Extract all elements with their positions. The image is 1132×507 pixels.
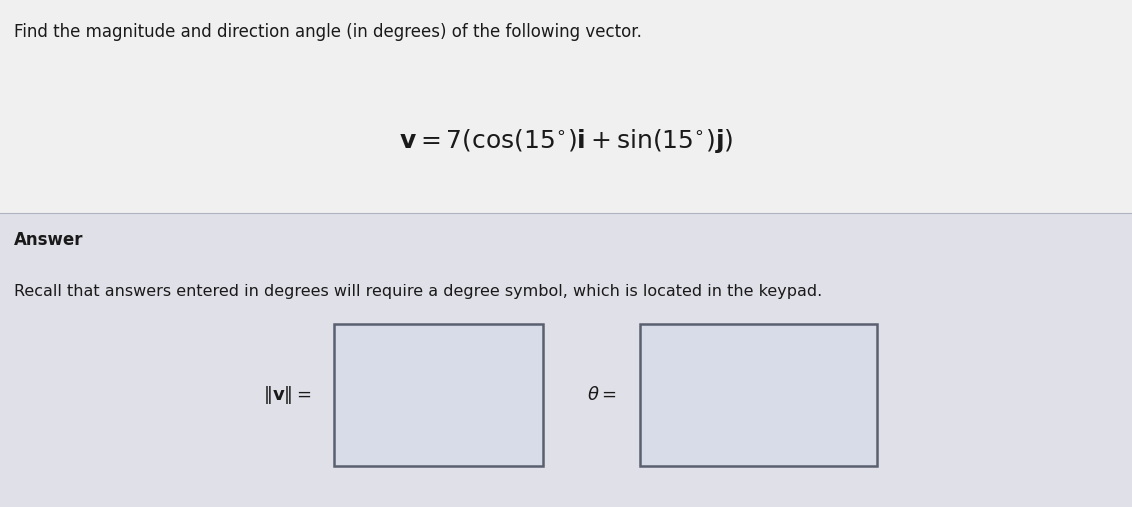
Bar: [0, 213, 1132, 507]
FancyBboxPatch shape: [640, 324, 877, 466]
FancyBboxPatch shape: [334, 324, 543, 466]
Text: Find the magnitude and direction angle (in degrees) of the following vector.: Find the magnitude and direction angle (…: [14, 23, 642, 41]
Text: $\|\mathbf{v}\| = $: $\|\mathbf{v}\| = $: [263, 384, 311, 407]
Text: $\theta = $: $\theta = $: [588, 386, 617, 405]
Bar: [0, 0, 1132, 213]
Text: Recall that answers entered in degrees will require a degree symbol, which is lo: Recall that answers entered in degrees w…: [14, 284, 822, 299]
Text: $\mathbf{v} = 7(\cos(15^{\circ})\mathbf{i} + \sin(15^{\circ})\mathbf{j})$: $\mathbf{v} = 7(\cos(15^{\circ})\mathbf{…: [398, 127, 734, 155]
Text: Answer: Answer: [14, 231, 83, 249]
